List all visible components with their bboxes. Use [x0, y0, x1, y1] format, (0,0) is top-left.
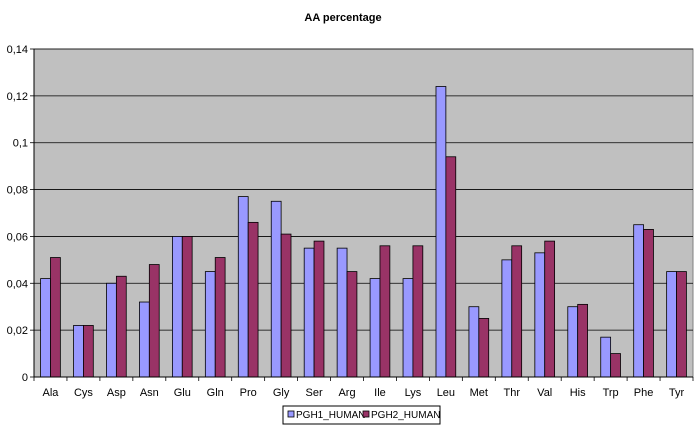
y-tick-label: 0,04 — [7, 278, 28, 290]
bar-pgh2-ala — [50, 257, 61, 378]
bar-pgh1-val — [534, 252, 546, 378]
x-tick-label: Thr — [504, 387, 521, 399]
bar-pgh2-met — [478, 318, 490, 378]
x-tick-label: Asn — [140, 387, 159, 399]
bar-pgh2-ser — [313, 240, 325, 378]
bar-pgh1-glu — [171, 236, 183, 378]
x-tick-label: Gly — [273, 387, 290, 399]
bar-pgh2-gln — [214, 257, 226, 378]
bar-pgh2-tyr — [676, 271, 687, 378]
y-tick-label: 0,14 — [7, 44, 28, 56]
bar-pgh1-ala — [40, 278, 51, 378]
x-tick-label: Trp — [603, 387, 619, 399]
x-tick-label: Val — [537, 387, 552, 399]
bar-pgh2-lys — [412, 245, 424, 378]
bar-pgh1-ser — [303, 247, 315, 378]
bars — [40, 86, 687, 378]
bar-pgh1-ile — [369, 278, 381, 378]
grid-lines — [34, 48, 693, 331]
y-tick-label: 0,12 — [7, 91, 28, 103]
bar-pgh1-gln — [204, 271, 216, 378]
y-tick-label: 0,1 — [13, 138, 28, 150]
x-tick-label: Met — [470, 387, 488, 399]
bar-pgh2-cys — [83, 325, 94, 378]
bar-pgh2-asn — [148, 264, 160, 378]
x-tick-label: Arg — [338, 387, 355, 399]
y-tick-label: 0,06 — [7, 231, 28, 243]
legend-box — [282, 405, 441, 425]
y-tick-label: 0 — [22, 372, 28, 384]
bar-pgh1-asn — [139, 301, 150, 378]
bar-pgh1-lys — [402, 278, 414, 378]
x-tick-label: Ala — [43, 387, 60, 399]
bar-pgh2-leu — [445, 156, 457, 378]
x-axis: Ala Cys Asp Asn Glu Gln Pro Gly Ser Arg Ile Lys Leu M… — [33, 376, 694, 399]
bar-pgh1-tyr — [666, 271, 677, 378]
legend-swatch-pgh2 — [362, 410, 370, 418]
legend-swatch-pgh1 — [287, 410, 295, 418]
bar-pgh1-thr — [501, 259, 513, 378]
bar-pgh2-pro — [247, 221, 259, 378]
bar-pgh2-trp — [610, 353, 621, 378]
x-tick-label: Pro — [240, 387, 257, 399]
bar-pgh2-thr — [511, 245, 523, 378]
x-tick-label: His — [570, 387, 586, 399]
bar-pgh1-arg — [336, 247, 348, 378]
bar-pgh2-val — [544, 240, 556, 378]
bar-pgh2-ile — [379, 245, 391, 378]
bar-pgh2-glu — [181, 236, 193, 378]
bar-pgh1-met — [468, 306, 480, 378]
x-tick-label: Leu — [437, 387, 455, 399]
bar-pgh2-phe — [643, 228, 654, 378]
bar-pgh1-his — [567, 306, 579, 378]
bar-pgh2-gly — [280, 233, 292, 378]
y-tick-label: 0,08 — [7, 185, 28, 197]
legend-label-pgh1: PGH1_HUMAN — [296, 410, 365, 421]
x-tick-label: Lys — [405, 387, 422, 399]
chart-title: AA percentage — [304, 12, 381, 24]
x-tick-label: Phe — [634, 387, 654, 399]
bar-pgh1-trp — [600, 336, 612, 378]
bar-pgh1-phe — [633, 224, 644, 378]
bar-pgh1-pro — [237, 196, 249, 378]
bar-pgh2-arg — [346, 271, 358, 378]
y-axis: 0 0,02 0,04 0,06 0,08 0,1 0,12 0,14 — [7, 44, 35, 384]
bar-pgh1-cys — [73, 325, 84, 378]
x-tick-label: Asp — [107, 387, 126, 399]
x-tick-label: Tyr — [669, 387, 685, 399]
bar-pgh2-asp — [115, 275, 127, 378]
bar-pgh1-leu — [435, 86, 447, 378]
plot-area — [33, 48, 694, 378]
x-tick-label: Glu — [174, 387, 191, 399]
legend-label-pgh2: PGH2_HUMAN — [371, 410, 440, 421]
x-tick-label: Cys — [74, 387, 93, 399]
bar-pgh1-gly — [270, 200, 282, 378]
legend: PGH1_HUMAN PGH2_HUMAN — [282, 405, 441, 425]
bar-pgh2-his — [577, 303, 588, 378]
x-tick-label: Gln — [207, 387, 224, 399]
y-tick-label: 0,02 — [7, 325, 28, 337]
bar-pgh1-asp — [106, 282, 117, 378]
x-tick-label: Ser — [306, 387, 323, 399]
x-tick-label: Ile — [374, 387, 386, 399]
